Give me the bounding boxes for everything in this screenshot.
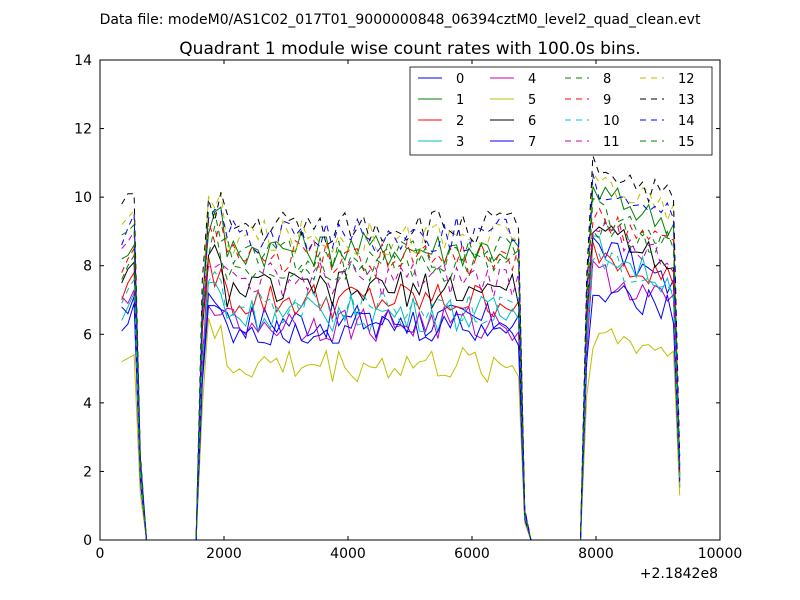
- legend-label-2: 2: [456, 114, 464, 129]
- y-tick-label: 10: [74, 190, 92, 206]
- series-line-11: [121, 222, 681, 541]
- legend-label-9: 9: [603, 93, 611, 108]
- legend-frame: [409, 66, 713, 156]
- x-axis: 0 2000 4000 6000 8000 10000: [96, 60, 743, 562]
- legend-label-14: 14: [678, 114, 695, 129]
- legend-label-8: 8: [603, 72, 611, 87]
- legend-label-1: 1: [456, 93, 464, 108]
- series-line-6: [121, 225, 681, 541]
- suptitle: Data file: modeM0/AS1C02_017T01_90000008…: [100, 12, 701, 28]
- legend-label-3: 3: [456, 135, 464, 150]
- x-tick-label: 10000: [698, 546, 743, 562]
- x-tick-label: 6000: [454, 546, 490, 562]
- series-line-5: [121, 318, 681, 541]
- x-tick-label: 2000: [206, 546, 242, 562]
- plot-frame: [99, 59, 721, 541]
- legend-label-4: 4: [528, 72, 536, 87]
- legend-label-13: 13: [678, 93, 695, 108]
- x-tick-label: 4000: [330, 546, 366, 562]
- legend-label-11: 11: [603, 135, 620, 150]
- series-lines: [121, 155, 681, 541]
- legend-label-12: 12: [678, 72, 695, 87]
- series-line-15: [121, 197, 681, 541]
- y-tick-label: 14: [74, 53, 92, 69]
- chart-title: Quadrant 1 module wise count rates with …: [179, 39, 640, 59]
- y-tick-label: 2: [83, 464, 92, 480]
- legend-label-6: 6: [528, 114, 536, 129]
- series-line-7: [121, 285, 681, 541]
- series-line-13: [121, 155, 681, 541]
- x-offset-label: +2.1842e8: [640, 566, 718, 582]
- legend-label-15: 15: [678, 135, 695, 150]
- x-tick-label: 0: [96, 546, 105, 562]
- y-tick-label: 12: [74, 122, 92, 138]
- y-tick-label: 8: [83, 259, 92, 275]
- series-line-4: [121, 259, 681, 541]
- legend-label-5: 5: [528, 93, 536, 108]
- series-line-10: [121, 252, 681, 541]
- legend-label-0: 0: [456, 72, 464, 87]
- series-line-14: [121, 173, 681, 541]
- y-tick-label: 6: [83, 327, 92, 343]
- x-tick-label: 8000: [578, 546, 614, 562]
- y-tick-label: 4: [83, 396, 92, 412]
- y-tick-label: 0: [83, 533, 92, 549]
- legend-label-7: 7: [528, 135, 536, 150]
- legend-label-10: 10: [603, 114, 620, 129]
